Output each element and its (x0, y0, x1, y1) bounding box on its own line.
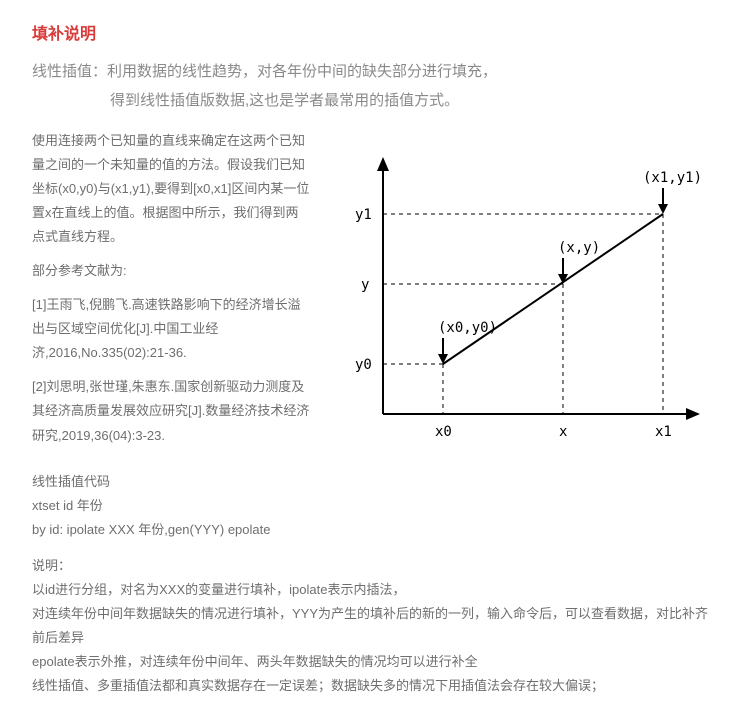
code-header: 线性插值代码 (32, 470, 718, 494)
left-column: 使用连接两个已知量的直线来确定在这两个已知量之间的一个未知量的值的方法。假设我们… (32, 129, 310, 464)
explain-line-3: epolate表示外推，对连续年份中间年、两头年数据缺失的情况均可以进行补全 (32, 650, 718, 674)
code-block: 线性插值代码 xtset id 年份 by id: ipolate XXX 年份… (32, 470, 718, 542)
reference-item-1: [1]王雨飞,倪鹏飞.高速铁路影响下的经济增长溢出与区域空间优化[J].中国工业… (32, 293, 310, 365)
svg-text:(x1,y1): (x1,y1) (643, 170, 702, 186)
explain-line-4: 线性插值、多重插值法都和真实数据存在一定误差；数据缺失多的情况下用插值法会存在较… (32, 674, 718, 698)
svg-text:y1: y1 (355, 207, 372, 223)
code-line-1: xtset id 年份 (32, 494, 718, 518)
svg-text:x0: x0 (435, 424, 452, 440)
summary-line-1: 线性插值：利用数据的线性趋势，对各年份中间的缺失部分进行填充， (32, 58, 718, 87)
svg-text:x: x (559, 424, 567, 440)
references-block: 部分参考文献为: [1]王雨飞,倪鹏飞.高速铁路影响下的经济增长溢出与区域空间优… (32, 259, 310, 447)
svg-text:(x,y): (x,y) (558, 240, 600, 256)
explain-block: 说明： 以id进行分组，对名为XXX的变量进行填补，ipolate表示内插法， … (32, 554, 718, 698)
summary-line-2: 得到线性插值版数据,这也是学者最常用的插值方式。 (32, 87, 718, 116)
content-row: 使用连接两个已知量的直线来确定在这两个已知量之间的一个未知量的值的方法。假设我们… (32, 129, 718, 464)
method-paragraph: 使用连接两个已知量的直线来确定在这两个已知量之间的一个未知量的值的方法。假设我们… (32, 129, 310, 249)
svg-text:(x0,y0): (x0,y0) (438, 320, 497, 336)
right-column: (x0,y0) (x,y) (x1,y1) y0 y y1 x0 x x1 (328, 129, 718, 464)
svg-text:x1: x1 (655, 424, 672, 440)
explain-header: 说明： (32, 554, 718, 578)
svg-text:y: y (361, 277, 369, 293)
code-line-2: by id: ipolate XXX 年份,gen(YYY) epolate (32, 518, 718, 542)
interpolation-diagram: (x0,y0) (x,y) (x1,y1) y0 y y1 x0 x x1 (328, 129, 708, 459)
section-title: 填补说明 (32, 20, 718, 44)
summary-block: 线性插值：利用数据的线性趋势，对各年份中间的缺失部分进行填充， 得到线性插值版数… (32, 58, 718, 115)
explain-line-2: 对连续年份中间年数据缺失的情况进行填补，YYY为产生的填补后的新的一列，输入命令… (32, 602, 718, 650)
svg-text:y0: y0 (355, 357, 372, 373)
explain-line-1: 以id进行分组，对名为XXX的变量进行填补，ipolate表示内插法， (32, 578, 718, 602)
references-header: 部分参考文献为: (32, 259, 310, 283)
reference-item-2: [2]刘思明,张世瑾,朱惠东.国家创新驱动力测度及其经济高质量发展效应研究[J]… (32, 375, 310, 447)
